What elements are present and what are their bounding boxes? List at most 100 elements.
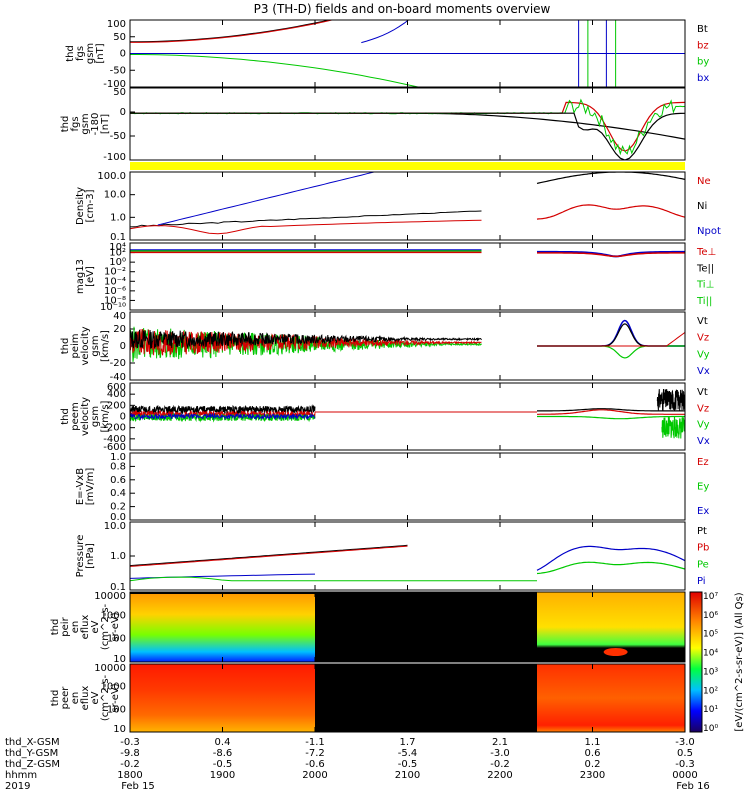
colorbar-tick-label: 10⁰ bbox=[703, 724, 718, 734]
x-tick-label: -8.6 bbox=[213, 748, 233, 759]
y-tick-label: 0 bbox=[120, 107, 126, 118]
x-axis-row-label: thd_X-GSM bbox=[5, 737, 60, 748]
y-tick-label: 1.0 bbox=[110, 452, 126, 463]
panel-fgs_gsm: thdfgsgsm[nT] 100 50 0 -50 -100 Bt bz by bx bbox=[65, 19, 709, 90]
legend-label: Pb bbox=[697, 543, 709, 554]
y-tick-label: 10.0 bbox=[104, 190, 126, 201]
series-vt bbox=[130, 329, 482, 349]
yellow-quality-bar bbox=[130, 162, 685, 170]
spectrogram-block-left bbox=[130, 594, 315, 662]
plot-area bbox=[130, 388, 685, 439]
x-tick-label: 1.7 bbox=[400, 737, 416, 748]
y-axis-label-line: Density bbox=[75, 187, 86, 225]
y-axis-label: mag13[eV] bbox=[75, 259, 96, 294]
y-axis-label-line: mag13 bbox=[75, 259, 86, 294]
y-tick-label: 10⁻⁶ bbox=[104, 286, 126, 297]
y-tick-label: 0.4 bbox=[110, 488, 126, 499]
y-tick-label: 10000 bbox=[94, 663, 126, 674]
series-vt-tail bbox=[656, 388, 685, 411]
x-tick-label: -0.2 bbox=[490, 759, 510, 770]
series-pi-peak bbox=[536, 545, 685, 571]
y-tick-label: 10⁻¹⁰ bbox=[100, 302, 126, 313]
x-tick-label: 2200 bbox=[487, 770, 512, 781]
x-tick-label: -0.5 bbox=[213, 759, 233, 770]
y-tick-label: -400 bbox=[103, 434, 126, 445]
y-tick-label: 1000 bbox=[101, 610, 126, 621]
y-tick-label: 40 bbox=[113, 311, 126, 322]
y-axis-label-line: thd bbox=[65, 45, 76, 62]
y-axis-label-line: thd bbox=[60, 338, 71, 355]
y-tick-label: 10⁴ bbox=[109, 242, 126, 253]
y-tick-label: 50 bbox=[113, 32, 126, 43]
series-vy-dip bbox=[537, 345, 685, 359]
x-tick-label: 0.4 bbox=[215, 737, 231, 748]
y-axis-label-line: [nT] bbox=[100, 114, 111, 134]
legend-label: bx bbox=[697, 73, 709, 84]
y-axis-label-line: eflux bbox=[80, 686, 91, 711]
y-axis-label: thdpeimvelocitygsm[km/s] bbox=[60, 326, 111, 365]
y-axis-label-line: en bbox=[70, 692, 81, 705]
y-axis-label-line: eV bbox=[90, 620, 101, 633]
y-axis-label: thdpeirenefluxeV(cm^2-s-sr-eV) bbox=[50, 603, 121, 650]
legend-label: Ti|| bbox=[696, 296, 712, 307]
panels: thdfgsgsm[nT]100500-50-100Btbzbybxthdfgs… bbox=[50, 19, 721, 735]
colorbar: 10⁷ 10⁶ 10⁵ 10⁴ 10³ 10² 10¹ 10⁰ [eV/(cm^2-s-sr-e… bbox=[689, 591, 745, 734]
y-tick-label: -40 bbox=[110, 372, 126, 383]
y-axis-label-line: fgs bbox=[75, 46, 86, 61]
y-tick-label: 0.2 bbox=[110, 502, 126, 513]
y-tick-label: 0.8 bbox=[110, 461, 126, 472]
y-axis-label: Pressure[nPa] bbox=[75, 535, 96, 578]
spectrogram-feature bbox=[603, 648, 628, 656]
plot-area bbox=[130, 664, 685, 732]
colorbar-tick-label: 10¹ bbox=[703, 705, 718, 715]
series-vz-end bbox=[537, 331, 685, 347]
y-axis-label-line: peer bbox=[60, 686, 71, 710]
spectrogram-block-right bbox=[537, 664, 685, 732]
series-vz-e2 bbox=[537, 409, 685, 415]
legend-label: Vy bbox=[697, 349, 710, 360]
y-axis-label-line: [mV/m] bbox=[85, 468, 96, 506]
x-tick-label: -0.2 bbox=[120, 759, 140, 770]
y-tick-label: 100 bbox=[107, 634, 126, 645]
y-tick-label: 10⁻⁸ bbox=[104, 295, 126, 306]
x-tick-label: -3.0 bbox=[490, 748, 510, 759]
series-black-dip bbox=[130, 112, 685, 160]
y-axis-label-line: en bbox=[70, 621, 81, 634]
y-axis-label-line: [cm-3] bbox=[85, 189, 96, 222]
y-tick-label: 10⁰ bbox=[109, 257, 126, 268]
y-axis-label-line: (cm^2-s- bbox=[100, 603, 111, 650]
series-ni bbox=[130, 210, 482, 228]
y-axis-label-line: thd bbox=[50, 690, 61, 707]
x-tick-label: 2100 bbox=[395, 770, 420, 781]
y-tick-label: 0.0 bbox=[110, 512, 126, 523]
x-tick-label: 2.1 bbox=[492, 737, 508, 748]
y-axis-label-line: thd bbox=[50, 619, 61, 636]
y-axis-label-line: eV bbox=[90, 691, 101, 704]
spectrogram-block-left bbox=[130, 664, 315, 732]
legend-label: Pt bbox=[697, 526, 707, 537]
y-tick-label: 100 bbox=[107, 19, 126, 30]
y-axis-label-line: peim bbox=[70, 333, 81, 358]
y-axis-label-line: gsm bbox=[80, 113, 91, 134]
legend-label: Ey bbox=[697, 482, 709, 493]
x-tick-label: 0.6 bbox=[585, 748, 601, 759]
y-tick-label: 0 bbox=[120, 412, 126, 423]
y-tick-label: 10 bbox=[113, 654, 126, 665]
x-axis-row-label: thd_Z-GSM bbox=[5, 759, 60, 770]
plot-area bbox=[130, 249, 685, 258]
colorbar-tick-label: 10⁷ bbox=[703, 592, 718, 602]
x-tick-label: -0.5 bbox=[398, 759, 418, 770]
panel-peir_eflux: thdpeirenefluxeV(cm^2-s-sr-eV)1000010001… bbox=[50, 591, 686, 665]
x-tick-label: -5.4 bbox=[398, 748, 418, 759]
legend-label: Ni bbox=[697, 201, 707, 212]
series-pt bbox=[130, 544, 408, 567]
x-tick-label: 0.5 bbox=[677, 748, 693, 759]
panel-frame bbox=[129, 452, 686, 521]
x-tick-label: 2000 bbox=[302, 770, 327, 781]
legend-label: Npot bbox=[697, 226, 721, 237]
plot-area bbox=[130, 172, 685, 235]
y-axis-label: thdpeemvelocitygsm[km/s] bbox=[60, 397, 111, 436]
panel-peem_velocity: thdpeemvelocitygsm[km/s] 6004002000-200-4… bbox=[60, 382, 710, 453]
y-tick-label: 10⁻⁴ bbox=[104, 276, 126, 287]
